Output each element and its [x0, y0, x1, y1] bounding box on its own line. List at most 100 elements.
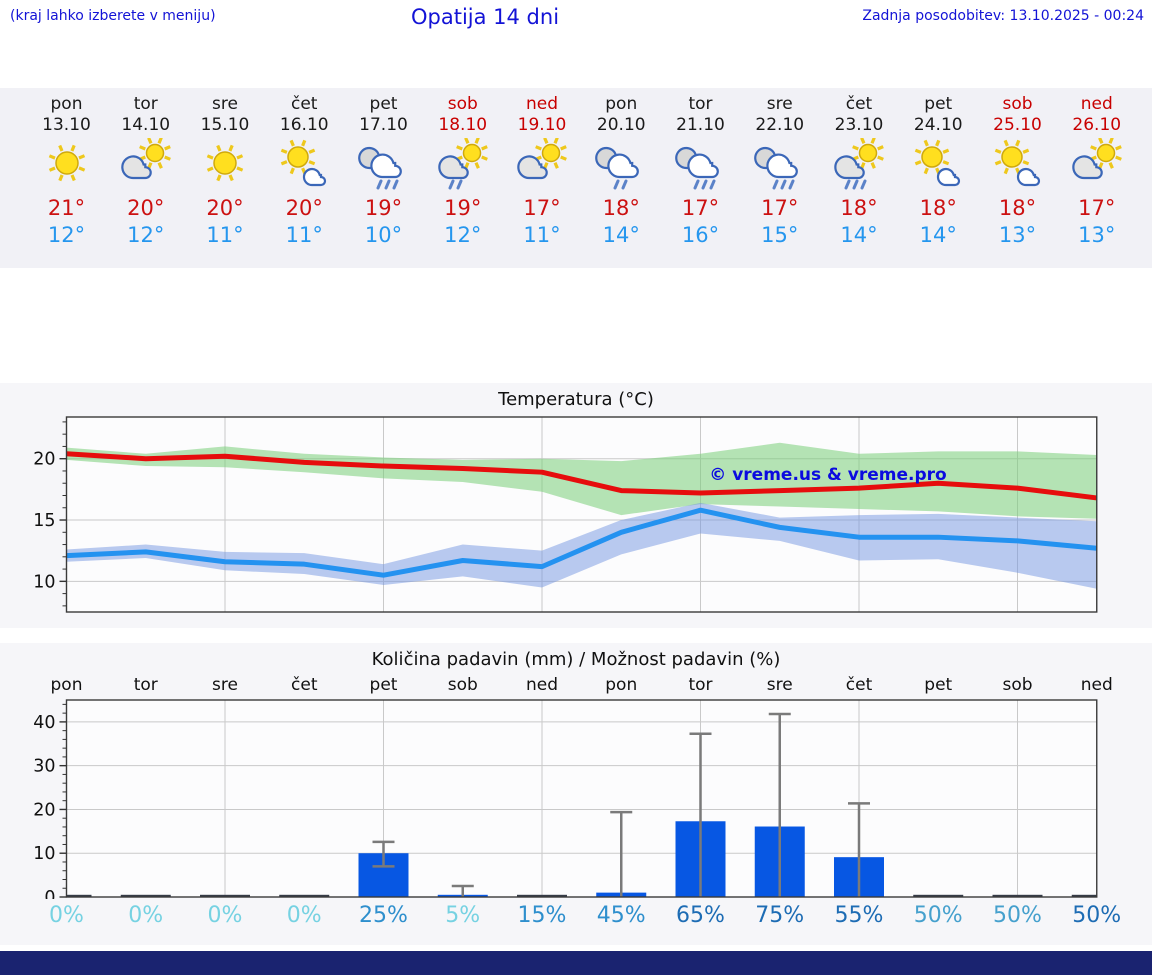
day-date: 22.10	[755, 115, 805, 135]
day-name: sre	[212, 94, 238, 114]
forecast-day-24.10[interactable]: pet 24.10 18° 14°	[896, 94, 980, 249]
day-date: 20.10	[596, 115, 646, 135]
forecast-day-20.10[interactable]: pon 20.10 18° 14°	[579, 94, 663, 249]
forecast-day-25.10[interactable]: sob 25.10 18° 13°	[976, 94, 1060, 249]
min-temp: 11°	[285, 223, 323, 247]
day-date: 25.10	[993, 115, 1042, 135]
weather-icon	[262, 138, 346, 192]
precip-probability-label: 65%	[676, 903, 725, 928]
min-temp: 12°	[127, 223, 165, 247]
forecast-day-14.10[interactable]: tor 14.10 20° 12°	[104, 94, 188, 249]
day-name: ned	[1080, 94, 1113, 114]
precip-ytick-label: 30	[33, 757, 55, 777]
temp-ytick-label: 15	[33, 511, 55, 531]
precip-bar-zero	[120, 894, 171, 897]
min-temp: 16°	[681, 223, 720, 247]
max-temp: 17°	[761, 196, 799, 220]
min-temp: 13°	[1078, 223, 1116, 247]
day-date: 13.10	[42, 115, 91, 135]
precip-probability-label: 0%	[49, 903, 84, 928]
precip-bar-zero	[913, 894, 964, 897]
max-temp: 17°	[523, 196, 561, 220]
day-name: tor	[688, 94, 713, 114]
day-name: pet	[369, 94, 398, 114]
forecast-day-15.10[interactable]: sre 15.10 20° 11°	[183, 94, 267, 249]
precip-probability-label: 5%	[445, 903, 481, 928]
forecast-day-16.10[interactable]: čet 16.10 20° 11°	[262, 94, 346, 249]
precip-day-label: ned	[525, 675, 559, 695]
forecast-day-13.10[interactable]: pon 13.10 21° 12°	[25, 94, 109, 249]
precipitation-day-labels: pon tor sre čet pet sob ned pon tor sre čet pet sob n…	[0, 673, 1152, 699]
day-name: sre	[766, 94, 793, 114]
precip-day-label: pon	[605, 675, 638, 695]
precip-day-label: sob	[1002, 675, 1033, 695]
weather-icon	[579, 138, 663, 192]
weather-icon	[976, 138, 1060, 192]
precip-day-label: sre	[212, 675, 238, 695]
forecast-day-21.10[interactable]: tor 21.10 17° 16°	[659, 94, 743, 249]
min-temp: 14°	[602, 223, 640, 247]
min-temp: 11°	[206, 223, 244, 247]
forecast-day-22.10[interactable]: sre 22.10 17° 15°	[738, 94, 822, 249]
weather-icon	[817, 137, 901, 192]
day-date: 14.10	[121, 115, 171, 135]
line-max-temperature	[66, 451, 1098, 501]
menu-hint-text: (kraj lahko izberete v meniju)	[10, 8, 216, 24]
weather-icon	[1055, 137, 1139, 192]
precip-probability-label: 45%	[596, 903, 646, 928]
page-header: (kraj lahko izberete v meniju) Opatija 1…	[0, 0, 1152, 36]
precip-day-label: pet	[924, 675, 953, 695]
weather-icon	[342, 138, 426, 192]
temperature-chart-title: Temperatura (°C)	[498, 389, 654, 410]
day-date: 17.10	[359, 115, 408, 135]
precip-probability-label: 50%	[913, 903, 963, 928]
weather-icon	[738, 138, 822, 192]
watermark: © vreme.us & vreme.pro	[709, 465, 946, 485]
precip-day-label: tor	[688, 675, 713, 695]
day-date: 15.10	[200, 115, 250, 135]
temperature-chart: 10 15 20 © vreme.us & vreme.pro	[33, 416, 1098, 613]
weather-icon	[500, 137, 584, 192]
min-temp: 11°	[523, 223, 561, 247]
max-temp: 17°	[1078, 196, 1116, 220]
precipitation-chart-title: Količina padavin (mm) / Možnost padavin …	[371, 649, 781, 670]
day-name: pon	[50, 94, 83, 114]
forecast-day-18.10[interactable]: sob 18.10 19° 12°	[421, 94, 505, 249]
footer-bar	[0, 951, 1152, 975]
day-name: čet	[291, 94, 318, 114]
day-date: 16.10	[279, 115, 329, 135]
weather-icon	[104, 137, 188, 192]
precip-probability-label: 15%	[517, 903, 567, 928]
max-temp: 18°	[998, 196, 1037, 220]
min-temp: 13°	[998, 223, 1037, 247]
forecast-strip: pon 13.10 21° 12° tor 14.10 20° 12° sre 15.10 20° 1…	[0, 88, 1152, 268]
day-name: sob	[447, 94, 478, 114]
forecast-day-19.10[interactable]: ned 19.10 17° 11°	[500, 94, 584, 249]
precip-bar-zero	[992, 894, 1043, 897]
precip-day-label: sob	[447, 675, 478, 695]
precip-day-label: ned	[1080, 675, 1113, 695]
weather-icon	[896, 138, 980, 192]
precip-probability-label: 50%	[1072, 903, 1122, 928]
forecast-day-17.10[interactable]: pet 17.10 19° 10°	[342, 94, 426, 249]
day-name: pon	[605, 94, 638, 114]
precip-day-label: tor	[133, 675, 158, 695]
precip-bar-zero	[200, 894, 250, 897]
temp-ytick-label: 10	[33, 572, 55, 592]
max-temp: 20°	[285, 196, 323, 220]
day-name: sob	[1002, 94, 1033, 114]
forecast-day-26.10[interactable]: ned 26.10 17° 13°	[1055, 94, 1139, 249]
day-name: tor	[133, 94, 158, 114]
max-temp: 18°	[919, 196, 957, 220]
precip-bar-zero	[66, 894, 92, 897]
precip-bar-zero	[279, 894, 330, 897]
precip-probability-label: 0%	[286, 903, 322, 928]
temperature-section: Temperatura (°C) 10 15 20 © vreme.us & vrem…	[0, 383, 1152, 628]
precip-day-label: sre	[766, 675, 793, 695]
precip-probability-label: 0%	[128, 903, 164, 928]
weather-icon	[659, 138, 743, 192]
forecast-day-23.10[interactable]: čet 23.10 18° 14°	[817, 94, 901, 249]
precip-ytick-label: 40	[33, 713, 55, 733]
precip-bar-zero	[1071, 894, 1097, 897]
day-name: čet	[845, 94, 873, 114]
